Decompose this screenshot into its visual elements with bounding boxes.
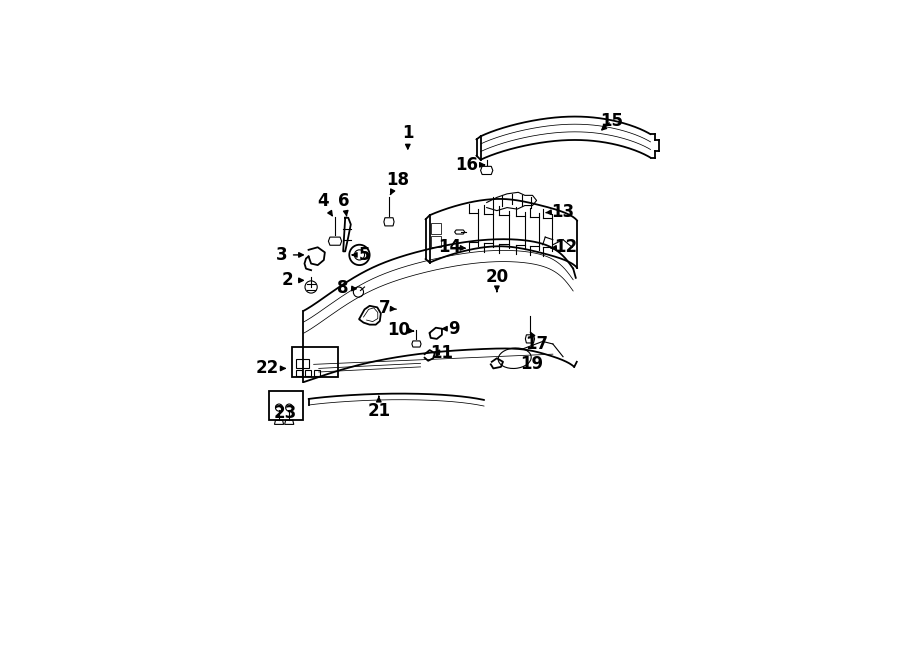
Text: 21: 21 — [367, 397, 391, 420]
Text: 5: 5 — [353, 246, 370, 264]
Bar — [296, 359, 309, 368]
Text: 9: 9 — [442, 320, 459, 338]
Text: 20: 20 — [485, 268, 508, 292]
Bar — [269, 391, 303, 420]
Bar — [292, 346, 338, 377]
Text: 14: 14 — [438, 238, 465, 256]
Bar — [314, 370, 320, 375]
Bar — [305, 370, 311, 375]
Text: 18: 18 — [386, 171, 410, 194]
Bar — [296, 370, 302, 375]
Text: 11: 11 — [430, 344, 454, 362]
Text: 19: 19 — [520, 356, 543, 373]
Text: 3: 3 — [276, 246, 303, 264]
Text: 8: 8 — [338, 279, 356, 297]
Text: 17: 17 — [525, 332, 548, 353]
Text: 4: 4 — [317, 192, 332, 216]
Bar — [431, 236, 441, 247]
Text: 7: 7 — [379, 299, 396, 317]
Text: 16: 16 — [454, 156, 484, 174]
Bar — [431, 223, 441, 234]
Text: 6: 6 — [338, 192, 350, 216]
Text: 22: 22 — [256, 360, 285, 377]
Text: 10: 10 — [388, 321, 414, 338]
Text: 1: 1 — [402, 124, 414, 149]
Text: 2: 2 — [282, 272, 303, 290]
Text: 15: 15 — [600, 112, 623, 130]
Text: 13: 13 — [546, 203, 574, 221]
Text: 23: 23 — [274, 404, 297, 422]
Text: 12: 12 — [551, 238, 577, 256]
